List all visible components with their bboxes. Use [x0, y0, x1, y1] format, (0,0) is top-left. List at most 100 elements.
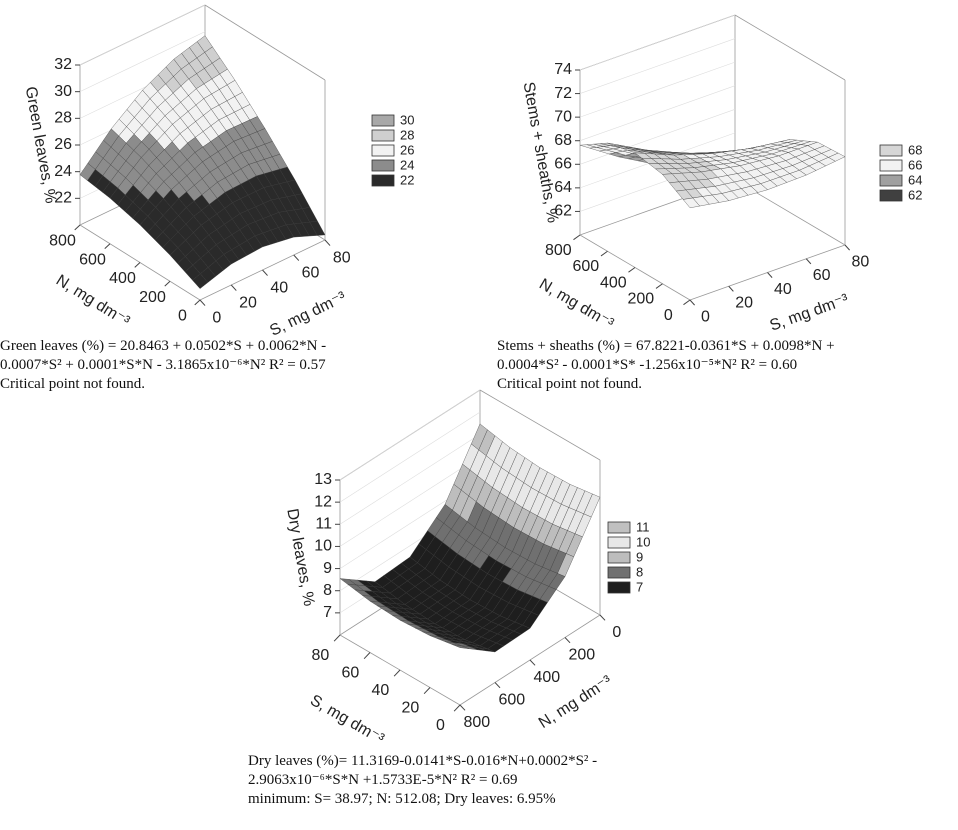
legend-swatch — [607, 566, 631, 579]
legend-label: 26 — [400, 142, 414, 157]
axis-tick — [599, 614, 606, 621]
x-tick-label: 60 — [342, 664, 360, 681]
legend-swatch — [371, 174, 395, 187]
x-tick-label: 40 — [774, 281, 792, 298]
z-tick-label: 28 — [54, 110, 72, 127]
legend-swatch — [371, 114, 395, 127]
axis-tick — [600, 250, 608, 257]
z-tick-label: 66 — [554, 156, 572, 173]
y-tick-label: 200 — [139, 289, 166, 306]
z-tick-label: 72 — [554, 85, 572, 102]
legend-swatch — [607, 521, 631, 534]
caption-line: minimum: S= 38.97; N: 512.08; Dry leaves… — [248, 791, 556, 807]
axis-tick — [164, 280, 171, 287]
legend-swatch — [607, 581, 631, 594]
y-tick-label: 800 — [463, 714, 490, 731]
y-tick-label: 400 — [533, 669, 560, 686]
axis-tick — [230, 284, 237, 291]
z-tick-label: 11 — [315, 516, 332, 533]
grid-line — [339, 411, 481, 503]
grid-line — [579, 61, 736, 118]
axis-tick — [363, 652, 371, 660]
x-tick-label: 80 — [333, 250, 351, 267]
legend-label: 10 — [636, 534, 650, 549]
x-tick-label: 0 — [436, 717, 445, 734]
legend-label: 68 — [908, 142, 922, 157]
axis-tick — [628, 267, 636, 273]
legend-label: 8 — [636, 564, 643, 579]
z-tick-label: 10 — [314, 538, 332, 555]
axis-tick — [104, 243, 111, 250]
caption-line: 2.9063x10⁻⁶*S*N +1.5733E-5*N² R² = 0.69 — [248, 772, 517, 788]
grid-line — [579, 109, 736, 165]
legend-label: 24 — [400, 157, 414, 172]
caption-line: Critical point not found. — [497, 376, 642, 392]
box-edge — [734, 14, 846, 81]
x-tick-label: 20 — [239, 295, 257, 312]
legend-swatch — [371, 159, 395, 172]
legend-swatch — [879, 189, 903, 202]
axis-tick — [324, 239, 331, 246]
z-tick-label: 26 — [54, 136, 72, 153]
x-tick-label: 20 — [402, 699, 420, 716]
y-tick-label: 600 — [79, 251, 106, 268]
axis-tick — [655, 283, 663, 289]
axis-tick — [564, 637, 571, 644]
grid-line — [339, 389, 481, 481]
z-tick-label: 9 — [323, 560, 332, 577]
axis-tick — [74, 224, 81, 231]
axis-tick — [199, 299, 206, 306]
axis-tick — [453, 704, 461, 712]
caption-line: Critical point not found. — [0, 376, 145, 392]
caption-line: Stems + sheaths (%) = 67.8221-0.0361*S +… — [497, 338, 835, 354]
legend-label: 9 — [636, 549, 643, 564]
axis-tick — [805, 258, 812, 265]
z-tick-label: 74 — [554, 61, 572, 78]
legend-swatch — [879, 174, 903, 187]
z-tick-label: 62 — [554, 203, 572, 220]
legend-swatch — [879, 144, 903, 157]
caption-line: 0.0007*S² + 0.0001*S*N - 3.1865x10⁻⁶*N² … — [0, 357, 326, 373]
legend-swatch — [607, 551, 631, 564]
axis-tick — [393, 669, 401, 677]
z-axis-title: Dry leaves, % — [283, 507, 317, 607]
legend-label: 66 — [908, 157, 922, 172]
z-axis-title: Stems + sheaths, % — [519, 81, 561, 225]
y-tick-label: 600 — [572, 258, 599, 275]
grid-line — [579, 14, 736, 71]
grid-line — [579, 38, 736, 94]
axis-tick — [573, 234, 581, 241]
y-tick-label: 400 — [600, 274, 627, 291]
axis-tick — [194, 299, 201, 306]
legend-label: 30 — [400, 112, 414, 127]
axis-tick — [262, 269, 268, 276]
legend-label: 28 — [400, 127, 414, 142]
axis-tick — [134, 262, 141, 268]
legend-label: 64 — [908, 172, 922, 187]
axis-tick — [529, 659, 536, 666]
z-tick-label: 22 — [54, 190, 72, 207]
y-tick-label: 400 — [109, 270, 136, 287]
z-tick-label: 30 — [54, 83, 72, 100]
axis-tick — [494, 682, 501, 689]
z-tick-label: 24 — [54, 163, 72, 180]
legend-label: 22 — [400, 172, 414, 187]
grid-line — [79, 4, 206, 66]
y-tick-label: 200 — [627, 291, 654, 308]
x-tick-label: 60 — [813, 267, 831, 284]
x-tick-label: 40 — [372, 682, 390, 699]
grid-line — [579, 85, 736, 141]
x-tick-label: 0 — [701, 308, 710, 325]
z-tick-label: 7 — [323, 604, 332, 621]
surface-cell — [682, 197, 701, 209]
axis-tick — [728, 285, 734, 292]
legend-label: 7 — [636, 579, 643, 594]
surface-cell — [452, 644, 469, 649]
legend-swatch — [607, 536, 631, 549]
axis-title: S, mg dm⁻³ — [307, 692, 387, 748]
z-tick-label: 68 — [554, 132, 572, 149]
y-tick-label: 800 — [49, 233, 76, 250]
legend-swatch — [371, 144, 395, 157]
axis-tick — [459, 704, 466, 711]
